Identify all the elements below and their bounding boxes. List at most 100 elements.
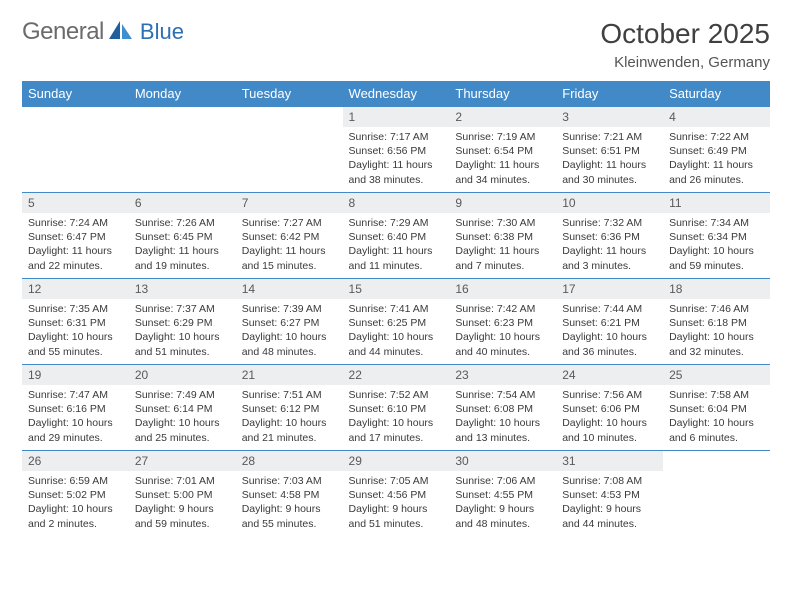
daylight-hours: 10 <box>72 417 84 429</box>
daylight-minutes: 2 <box>48 518 54 530</box>
daylight-minutes: 51 <box>155 346 167 358</box>
sunrise-value: 7:39 AM <box>283 303 322 315</box>
day-data: Sunrise: 7:26 AMSunset: 6:45 PMDaylight:… <box>129 213 236 277</box>
sunrise-value: 7:03 AM <box>283 475 322 487</box>
daylight-hours: 11 <box>606 159 617 171</box>
day-number: 13 <box>129 279 236 299</box>
day-number: 23 <box>449 365 556 385</box>
calendar-cell: 31Sunrise: 7:08 AMSunset: 4:53 PMDayligh… <box>556 451 663 535</box>
sunset-value: 6:21 PM <box>601 317 640 329</box>
sunrise-value: 7:44 AM <box>604 303 643 315</box>
calendar-row: 1Sunrise: 7:17 AMSunset: 6:56 PMDaylight… <box>22 107 770 193</box>
daylight-hours: 10 <box>179 331 191 343</box>
daylight-hours: 10 <box>392 417 404 429</box>
daylight-hours: 11 <box>499 159 510 171</box>
day-number: 28 <box>236 451 343 471</box>
calendar-cell: 1Sunrise: 7:17 AMSunset: 6:56 PMDaylight… <box>343 107 450 193</box>
day-number: 2 <box>449 107 556 127</box>
daylight-minutes: 40 <box>476 346 488 358</box>
calendar-cell: 19Sunrise: 7:47 AMSunset: 6:16 PMDayligh… <box>22 365 129 451</box>
sunrise-value: 7:17 AM <box>390 131 429 143</box>
day-number: 24 <box>556 365 663 385</box>
day-number: 16 <box>449 279 556 299</box>
sunrise-value: 7:05 AM <box>390 475 429 487</box>
daylight-hours: 10 <box>285 417 297 429</box>
daylight-hours: 10 <box>606 331 618 343</box>
daylight-hours: 11 <box>606 245 617 257</box>
sunrise-value: 7:51 AM <box>283 389 322 401</box>
day-data: Sunrise: 7:46 AMSunset: 6:18 PMDaylight:… <box>663 299 770 363</box>
day-number: 7 <box>236 193 343 213</box>
daylight-hours: 10 <box>499 417 511 429</box>
day-data: Sunrise: 7:42 AMSunset: 6:23 PMDaylight:… <box>449 299 556 363</box>
daylight-minutes: 26 <box>690 174 702 186</box>
calendar-cell: 29Sunrise: 7:05 AMSunset: 4:56 PMDayligh… <box>343 451 450 535</box>
daylight-minutes: 6 <box>690 432 696 444</box>
day-data: Sunrise: 7:58 AMSunset: 6:04 PMDaylight:… <box>663 385 770 449</box>
daylight-hours: 10 <box>606 417 618 429</box>
calendar-cell: 25Sunrise: 7:58 AMSunset: 6:04 PMDayligh… <box>663 365 770 451</box>
calendar-cell <box>22 107 129 193</box>
daylight-minutes: 32 <box>690 346 702 358</box>
day-header: Saturday <box>663 81 770 107</box>
day-number: 21 <box>236 365 343 385</box>
daylight-minutes: 55 <box>48 346 60 358</box>
calendar-row: 5Sunrise: 7:24 AMSunset: 6:47 PMDaylight… <box>22 193 770 279</box>
sunrise-value: 7:58 AM <box>711 389 750 401</box>
sunset-value: 6:14 PM <box>173 403 212 415</box>
day-number: 8 <box>343 193 450 213</box>
daylight-hours: 10 <box>392 331 404 343</box>
sunrise-value: 7:24 AM <box>69 217 108 229</box>
calendar-cell: 27Sunrise: 7:01 AMSunset: 5:00 PMDayligh… <box>129 451 236 535</box>
calendar-cell: 9Sunrise: 7:30 AMSunset: 6:38 PMDaylight… <box>449 193 556 279</box>
calendar-cell: 12Sunrise: 7:35 AMSunset: 6:31 PMDayligh… <box>22 279 129 365</box>
daylight-hours: 9 <box>179 503 185 515</box>
day-data: Sunrise: 7:17 AMSunset: 6:56 PMDaylight:… <box>343 127 450 191</box>
day-header: Thursday <box>449 81 556 107</box>
daylight-hours: 11 <box>392 245 403 257</box>
day-data: Sunrise: 7:49 AMSunset: 6:14 PMDaylight:… <box>129 385 236 449</box>
calendar-cell: 2Sunrise: 7:19 AMSunset: 6:54 PMDaylight… <box>449 107 556 193</box>
sunset-value: 6:47 PM <box>67 231 106 243</box>
sunrise-value: 7:35 AM <box>69 303 108 315</box>
day-number: 1 <box>343 107 450 127</box>
day-number: 15 <box>343 279 450 299</box>
daylight-minutes: 13 <box>476 432 488 444</box>
calendar-cell: 30Sunrise: 7:06 AMSunset: 4:55 PMDayligh… <box>449 451 556 535</box>
calendar-cell: 22Sunrise: 7:52 AMSunset: 6:10 PMDayligh… <box>343 365 450 451</box>
calendar-cell: 14Sunrise: 7:39 AMSunset: 6:27 PMDayligh… <box>236 279 343 365</box>
day-number: 6 <box>129 193 236 213</box>
calendar-cell: 26Sunrise: 6:59 AMSunset: 5:02 PMDayligh… <box>22 451 129 535</box>
calendar-cell: 4Sunrise: 7:22 AMSunset: 6:49 PMDaylight… <box>663 107 770 193</box>
sunrise-value: 7:01 AM <box>176 475 215 487</box>
sunset-value: 6:25 PM <box>387 317 426 329</box>
sunrise-value: 7:42 AM <box>497 303 536 315</box>
daylight-minutes: 55 <box>262 518 274 530</box>
sunrise-value: 7:22 AM <box>711 131 750 143</box>
daylight-hours: 10 <box>713 331 725 343</box>
daylight-minutes: 15 <box>262 260 274 272</box>
sunrise-value: 7:47 AM <box>69 389 108 401</box>
calendar-cell: 10Sunrise: 7:32 AMSunset: 6:36 PMDayligh… <box>556 193 663 279</box>
daylight-hours: 10 <box>179 417 191 429</box>
day-data: Sunrise: 7:19 AMSunset: 6:54 PMDaylight:… <box>449 127 556 191</box>
day-data: Sunrise: 7:08 AMSunset: 4:53 PMDaylight:… <box>556 471 663 535</box>
sail-icon <box>108 19 134 46</box>
day-data: Sunrise: 7:01 AMSunset: 5:00 PMDaylight:… <box>129 471 236 535</box>
day-number: 17 <box>556 279 663 299</box>
sunrise-value: 7:37 AM <box>176 303 215 315</box>
day-number: 27 <box>129 451 236 471</box>
daylight-hours: 11 <box>392 159 403 171</box>
daylight-minutes: 3 <box>583 260 589 272</box>
sunset-value: 4:53 PM <box>601 489 640 501</box>
sunset-value: 6:34 PM <box>708 231 747 243</box>
day-number: 4 <box>663 107 770 127</box>
sunset-value: 5:00 PM <box>173 489 212 501</box>
sunset-value: 6:18 PM <box>708 317 747 329</box>
daylight-hours: 9 <box>499 503 505 515</box>
day-number: 26 <box>22 451 129 471</box>
sunset-value: 6:56 PM <box>387 145 426 157</box>
day-data: Sunrise: 7:06 AMSunset: 4:55 PMDaylight:… <box>449 471 556 535</box>
month-title: October 2025 <box>600 18 770 50</box>
sunrise-value: 7:34 AM <box>711 217 750 229</box>
